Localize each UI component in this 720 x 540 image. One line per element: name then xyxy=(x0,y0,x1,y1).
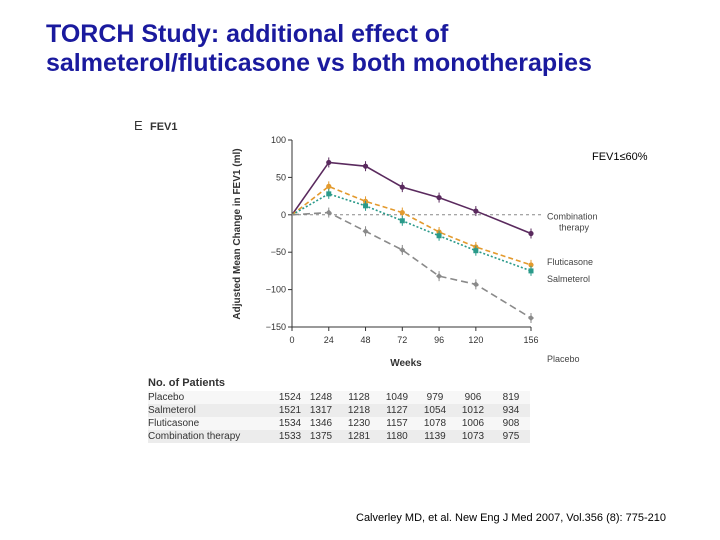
chart-title: FEV1 xyxy=(150,121,178,133)
patients-count-cell: 934 xyxy=(492,404,530,417)
data-point xyxy=(528,315,534,322)
patients-count-cell: 975 xyxy=(492,430,530,443)
y-tick-label: −100 xyxy=(266,285,286,295)
data-point xyxy=(326,183,332,189)
patients-table-row: Fluticasone 1534 1346 1230 1157 1078 1006 908 xyxy=(148,417,530,430)
y-tick-label: 0 xyxy=(281,210,286,220)
slide-title-line-2: salmeterol/fluticasone vs both monothera… xyxy=(46,49,592,77)
data-point xyxy=(436,194,442,201)
data-point xyxy=(436,233,442,239)
series-line xyxy=(291,192,532,272)
patients-count-cell: 1128 xyxy=(340,391,378,404)
patients-count-cell: 1006 xyxy=(454,417,492,430)
y-axis-label: Adjusted Mean Change in FEV1 (ml) xyxy=(232,148,243,319)
patients-count-cell: 906 xyxy=(454,391,492,404)
x-tick-label: 0 xyxy=(289,335,294,345)
patients-count-cell: 1375 xyxy=(302,430,340,443)
data-point xyxy=(362,163,369,169)
x-tick-label: 72 xyxy=(397,335,407,345)
data-point xyxy=(399,246,406,253)
patients-count-cell: 1230 xyxy=(340,417,378,430)
patients-row-name: Placebo xyxy=(148,391,278,404)
patients-count-cell: 1281 xyxy=(340,430,378,443)
series-label: Placebo xyxy=(547,354,580,364)
x-axis-label: Weeks xyxy=(390,358,422,369)
series-line xyxy=(291,185,532,266)
patients-count-cell: 1078 xyxy=(416,417,454,430)
y-tick-label: −50 xyxy=(271,247,286,257)
data-point xyxy=(326,159,332,166)
x-tick-label: 156 xyxy=(523,335,538,345)
patients-count-cell: 1524 xyxy=(278,391,302,404)
patients-row-name: Salmeterol xyxy=(148,404,278,417)
data-point xyxy=(326,191,332,197)
patients-count-cell: 1521 xyxy=(278,404,302,417)
x-tick-label: 24 xyxy=(324,335,334,345)
patients-count-cell: 1180 xyxy=(378,430,416,443)
patients-table-title: No. of Patients xyxy=(148,376,226,389)
patients-table: No. of Patients Placebo 1524 1248 1128 1049 9… xyxy=(148,375,530,443)
y-tick-label: −150 xyxy=(266,322,286,332)
data-point xyxy=(472,281,479,288)
data-point xyxy=(436,273,443,280)
patients-count-cell: 1248 xyxy=(302,391,340,404)
data-point xyxy=(362,228,369,235)
series-label: Fluticasone xyxy=(547,257,593,267)
patients-count-cell: 1012 xyxy=(454,404,492,417)
y-tick-label: 50 xyxy=(276,172,286,182)
x-tick-label: 48 xyxy=(361,335,371,345)
patients-count-cell: 1218 xyxy=(340,404,378,417)
patients-row-name: Combination therapy xyxy=(148,430,278,443)
series-fluticasone: Fluticasone xyxy=(291,181,593,270)
data-point xyxy=(528,262,534,268)
y-tick-label: 100 xyxy=(271,135,286,145)
slide-title: TORCH Study: additional effect of salmet… xyxy=(46,20,706,78)
series-salmeterol: Salmeterol xyxy=(291,188,590,284)
data-point xyxy=(325,209,332,216)
patients-count-cell: 1346 xyxy=(302,417,340,430)
series-line xyxy=(291,161,532,235)
x-tick-label: 120 xyxy=(468,335,483,345)
series-placebo: Placebo xyxy=(291,207,580,364)
slide-title-line-1: TORCH Study: additional effect of xyxy=(46,20,449,48)
patients-count-cell: 1533 xyxy=(278,430,302,443)
patients-count-cell: 1049 xyxy=(378,391,416,404)
citation: Calverley MD, et al. New Eng J Med 2007,… xyxy=(356,512,666,524)
data-point xyxy=(399,184,405,190)
panel-letter: E xyxy=(134,118,143,133)
patients-count-cell: 1127 xyxy=(378,404,416,417)
patients-count-cell: 1139 xyxy=(416,430,454,443)
patients-count-cell: 1054 xyxy=(416,404,454,417)
patients-count-cell: 1157 xyxy=(378,417,416,430)
patients-table-row: Salmeterol 1521 1317 1218 1127 1054 1012 934 xyxy=(148,404,530,417)
patients-count-cell: 979 xyxy=(416,391,454,404)
series-line xyxy=(291,211,532,319)
data-point xyxy=(473,208,479,214)
patients-count-cell: 908 xyxy=(492,417,530,430)
patients-count-cell: 819 xyxy=(492,391,530,404)
patients-table-row: Combination therapy 1533 1375 1281 1180 1139 1… xyxy=(148,430,530,443)
x-tick-label: 96 xyxy=(434,335,444,345)
data-point xyxy=(528,268,534,274)
series-label: Salmeterol xyxy=(547,274,590,284)
series-label-line-2: therapy xyxy=(559,223,590,233)
patients-count-cell: 1534 xyxy=(278,417,302,430)
data-point xyxy=(473,248,479,254)
patients-count-cell: 1317 xyxy=(302,404,340,417)
data-point xyxy=(528,230,534,237)
patients-table-row: Placebo 1524 1248 1128 1049 979 906 819 xyxy=(148,391,530,404)
patients-row-name: Fluticasone xyxy=(148,417,278,430)
data-point xyxy=(399,209,405,216)
series-label: Combination xyxy=(547,212,598,222)
subgroup-annotation: FEV1≤60% xyxy=(592,151,648,163)
data-point xyxy=(399,218,405,224)
data-point xyxy=(363,203,369,209)
patients-count-cell: 1073 xyxy=(454,430,492,443)
